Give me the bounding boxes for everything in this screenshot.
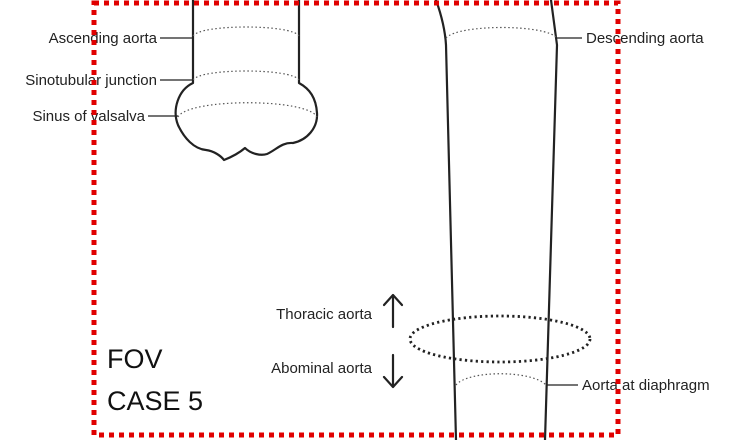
label-ascending-aorta: Ascending aorta bbox=[49, 30, 158, 47]
arrow-up-icon bbox=[382, 293, 404, 329]
descending-aorta-cross-sections bbox=[445, 26, 558, 386]
leader-lines bbox=[148, 37, 582, 386]
sinotubular-junction-section bbox=[192, 70, 300, 81]
label-descending-aorta: Descending aorta bbox=[586, 30, 704, 47]
ascending-aorta-cross-sections bbox=[177, 26, 318, 118]
descending-aorta-section bbox=[445, 26, 558, 39]
label-abdominal-aorta: Abominal aorta bbox=[271, 360, 373, 377]
label-aorta-at-diaphragm: Aorta at diaphragm bbox=[582, 377, 710, 394]
fov-box bbox=[91, 0, 621, 438]
arrow-down-icon bbox=[382, 353, 404, 389]
diaphragm-plane-ellipse bbox=[408, 314, 592, 364]
fov-label: FOV bbox=[107, 344, 163, 374]
sinus-section bbox=[177, 102, 318, 118]
label-sinotubular-junction: Sinotubular junction bbox=[25, 72, 157, 89]
ascending-aorta-section bbox=[192, 26, 300, 37]
label-thoracic-aorta: Thoracic aorta bbox=[276, 306, 373, 323]
label-sinus-of-valsalva: Sinus of valsalva bbox=[32, 108, 145, 125]
diaphragm-section bbox=[455, 373, 547, 386]
ascending-aorta-shape bbox=[174, 0, 319, 162]
descending-aorta-shape bbox=[434, 0, 559, 440]
case-label: CASE 5 bbox=[107, 386, 204, 416]
